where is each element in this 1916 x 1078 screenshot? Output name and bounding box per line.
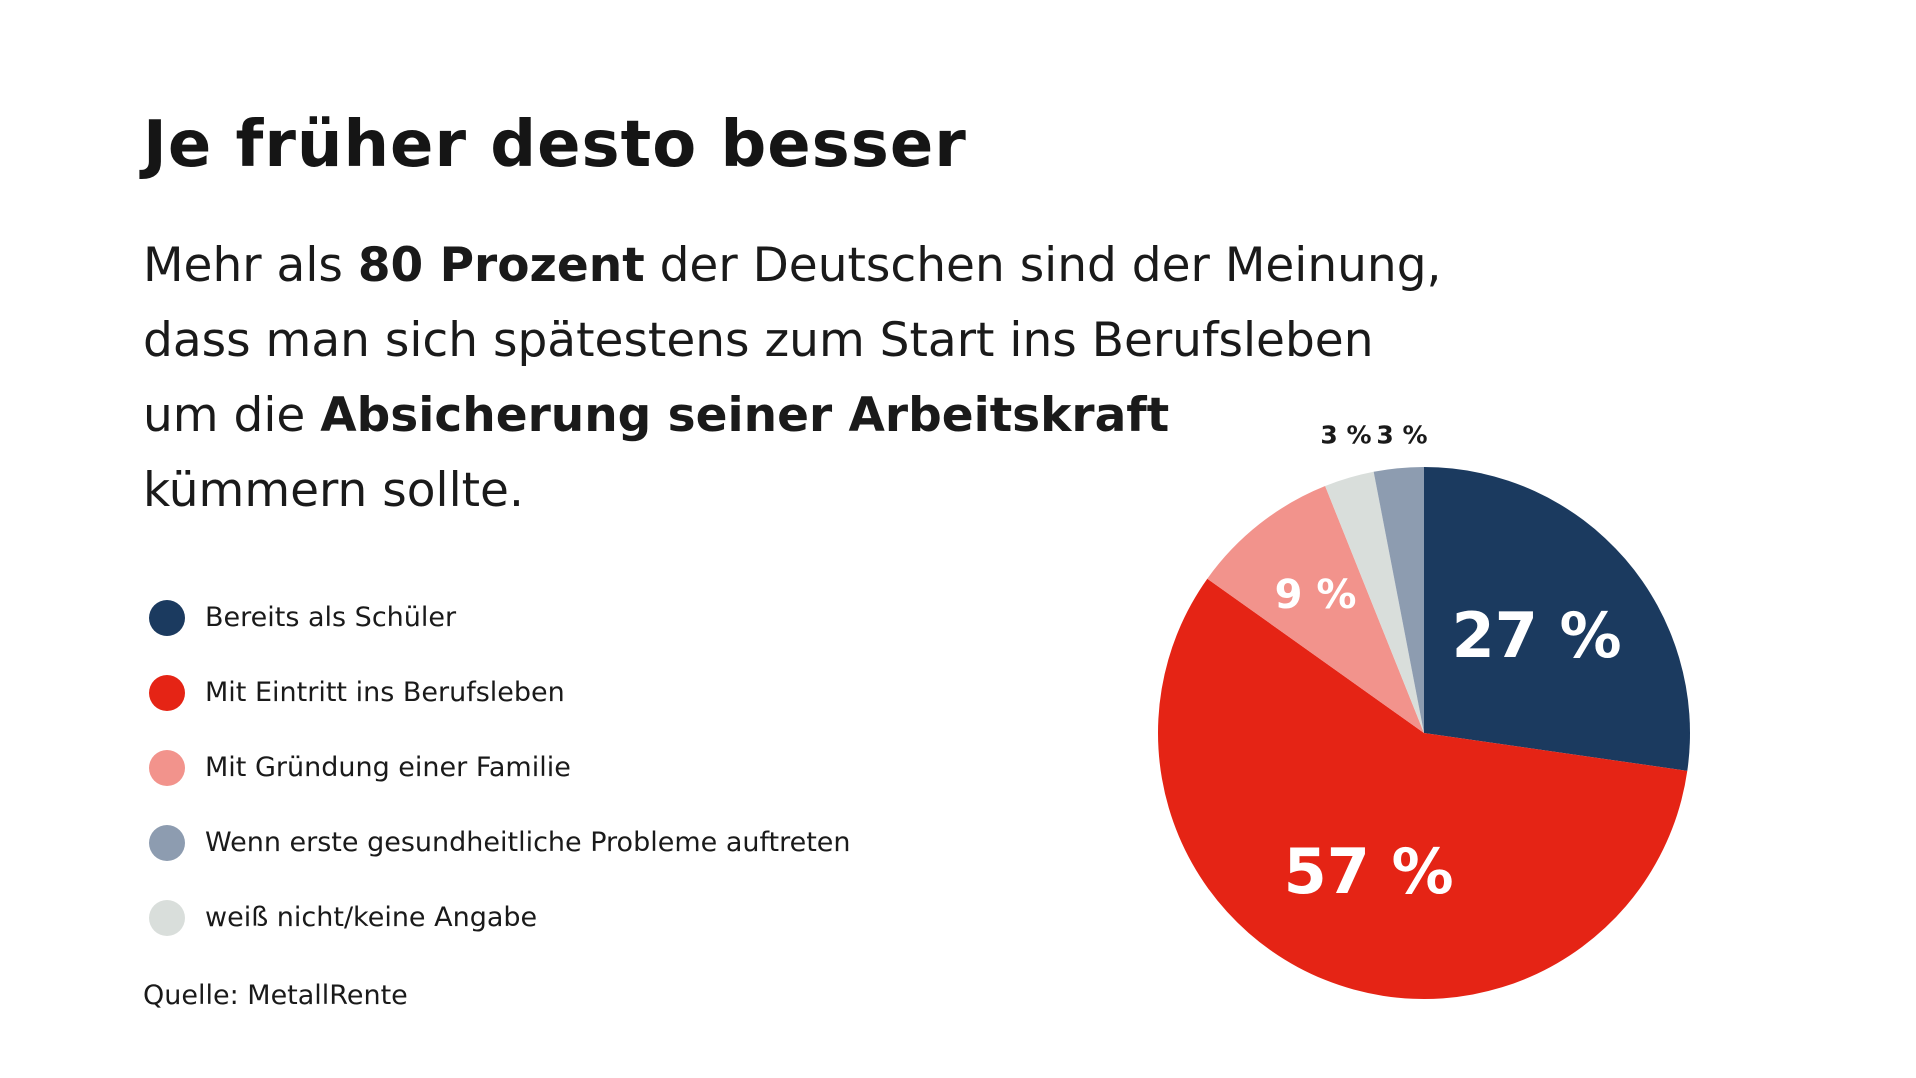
legend: Bereits als Schüler Mit Eintritt ins Ber… [149,580,851,955]
pie-data-label-4: 3 % [1376,421,1427,450]
pie-data-label-0: 27 % [1452,599,1622,672]
pie-data-label-1: 57 % [1284,835,1454,908]
pie-slice-3 [1325,471,1424,733]
legend-label: Bereits als Schüler [205,602,457,633]
pie-data-label-2: 9 % [1275,572,1357,618]
pie-slice-4 [1373,467,1424,733]
legend-item: Mit Gründung einer Familie [149,730,851,805]
legend-swatch-berufsleben [149,674,185,711]
legend-item: Wenn erste gesundheitliche Probleme auft… [149,805,851,880]
chart-subtitle: Mehr als 80 Prozent der Deutschen sind d… [143,228,1441,528]
legend-item: Bereits als Schüler [149,580,851,655]
legend-label: Mit Eintritt ins Berufsleben [205,677,565,708]
pie-slice-0 [1424,467,1690,771]
legend-item: Mit Eintritt ins Berufsleben [149,655,851,730]
subtitle-line1-post: der Deutschen sind der Meinung, [644,238,1442,293]
pie-slice-1 [1157,578,1688,999]
subtitle-line1-pre: Mehr als [143,238,358,293]
pie-slice-2 [1207,486,1424,733]
legend-swatch-schueler [149,599,185,636]
legend-label: Mit Gründung einer Familie [205,752,571,783]
legend-swatch-keine-angabe [149,899,185,936]
legend-label: weiß nicht/keine Angabe [205,902,538,933]
legend-label: Wenn erste gesundheitliche Probleme auft… [205,827,851,858]
subtitle-line2: dass man sich spätestens zum Start ins B… [143,313,1374,368]
legend-item: weiß nicht/keine Angabe [149,880,851,955]
subtitle-line3-pre: um die [143,388,321,443]
chart-title: Je früher desto besser [143,108,967,182]
subtitle-line3-bold: Absicherung seiner Arbeitskraft [320,388,1170,443]
legend-swatch-familie [149,749,185,786]
legend-swatch-gesundheit [149,824,185,861]
pie-data-label-3: 3 % [1320,421,1371,450]
subtitle-line1-bold: 80 Prozent [357,238,645,293]
subtitle-line4: kümmern sollte. [143,463,524,518]
source-note: Quelle: MetallRente [143,980,408,1011]
